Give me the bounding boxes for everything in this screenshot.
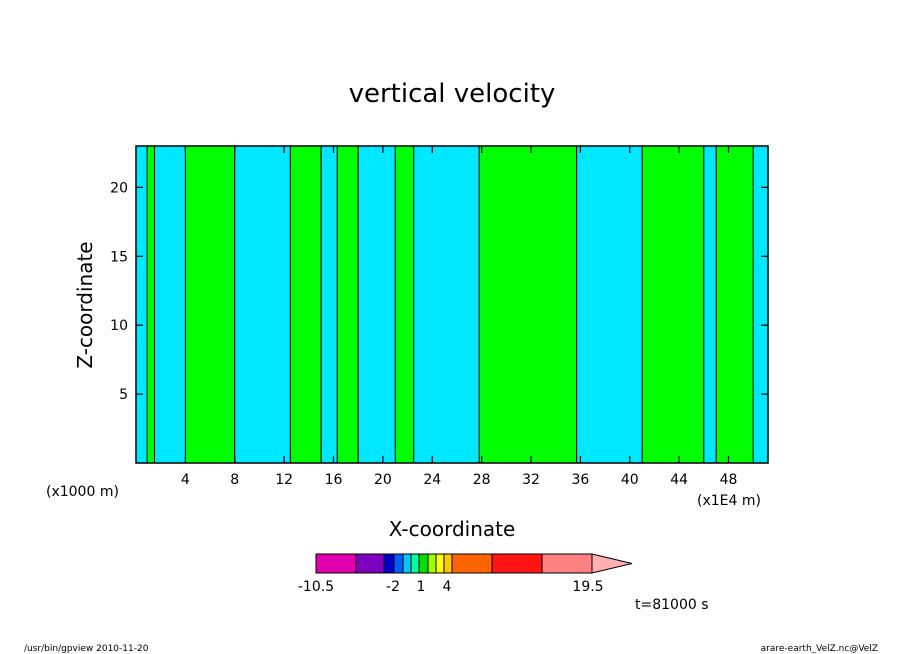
field-band-positive-3	[337, 146, 359, 463]
colorbar-label: -10.5	[298, 579, 334, 595]
colorbar-labels: -10.5 -2 1 4 19.5	[298, 579, 604, 595]
field-band-positive-7	[716, 146, 754, 463]
colorbar-segment	[355, 553, 385, 574]
colorbar-segment	[491, 553, 543, 574]
colorbar-segment	[443, 553, 453, 574]
footer-left: /usr/bin/gpview 2010-11-20	[24, 644, 149, 654]
field-band-positive-6	[642, 146, 704, 463]
colorbar-segment	[427, 553, 437, 574]
x-tick-label: 20	[374, 472, 392, 488]
field-band-positive-4	[395, 146, 414, 463]
colorbar	[315, 553, 633, 574]
colorbar-segment	[541, 553, 593, 574]
x-tick-label: 4	[181, 472, 190, 488]
x-tick-label: 28	[473, 472, 491, 488]
field-band-positive-5	[479, 146, 577, 463]
field-band-negative-5	[576, 146, 643, 463]
chart-title: vertical velocity	[349, 79, 556, 109]
colorbar-label: 19.5	[572, 579, 603, 595]
colorbar-segment	[435, 553, 445, 574]
x-tick-label: 36	[571, 472, 589, 488]
x-tick-label: 8	[230, 472, 239, 488]
x-axis-label: X-coordinate	[389, 517, 516, 541]
y-axis-label: Z-coordinate	[73, 241, 97, 368]
field-band-negative-6	[703, 146, 717, 463]
colorbar-label: -2	[386, 579, 400, 595]
x-tick-label: 16	[325, 472, 343, 488]
field-band-negative-3	[358, 146, 396, 463]
y-axis: 5 10 15 20	[110, 180, 768, 403]
colorbar-segment	[383, 553, 395, 574]
colorbar-segment	[402, 553, 412, 574]
time-label: t=81000 s	[635, 597, 709, 613]
x-tick-label: 48	[720, 472, 738, 488]
colorbar-arrow	[591, 553, 633, 574]
colorbar-label: 1	[417, 579, 426, 595]
plot-area	[135, 145, 769, 464]
y-tick-label: 20	[110, 180, 128, 196]
field-band-negative-2	[321, 146, 338, 463]
footer-right: arare-earth_VelZ.nc@VelZ	[761, 644, 878, 654]
colorbar-segment	[315, 553, 357, 574]
x-tick-label: 32	[522, 472, 540, 488]
y-tick-label: 15	[110, 249, 128, 265]
field-band-positive-1	[185, 146, 235, 463]
x-tick-label: 12	[275, 472, 293, 488]
colorbar-segment	[410, 553, 420, 574]
x-tick-label: 24	[423, 472, 441, 488]
x-tick-label: 40	[621, 472, 639, 488]
field-band-negative-4	[413, 146, 480, 463]
colorbar-segment	[451, 553, 493, 574]
colorbar-segment	[418, 553, 429, 574]
x-scale-note: (x1000 m)	[46, 484, 119, 500]
plot-frame	[135, 145, 769, 464]
field-band-positive-0	[147, 146, 155, 463]
field-band-negative-0	[154, 146, 186, 463]
y-tick-label: 10	[110, 318, 128, 334]
y-tick-label: 5	[119, 387, 128, 403]
x-axis: 4 8 12 16 20 24 28 32 36 40 44 48	[181, 146, 738, 488]
x-unit-note: (x1E4 m)	[697, 493, 761, 509]
colorbar-segment	[393, 553, 404, 574]
x-tick-label: 44	[670, 472, 688, 488]
field-band-negative-1	[234, 146, 291, 463]
colorbar-label: 4	[443, 579, 452, 595]
field-band-positive-2	[290, 146, 322, 463]
